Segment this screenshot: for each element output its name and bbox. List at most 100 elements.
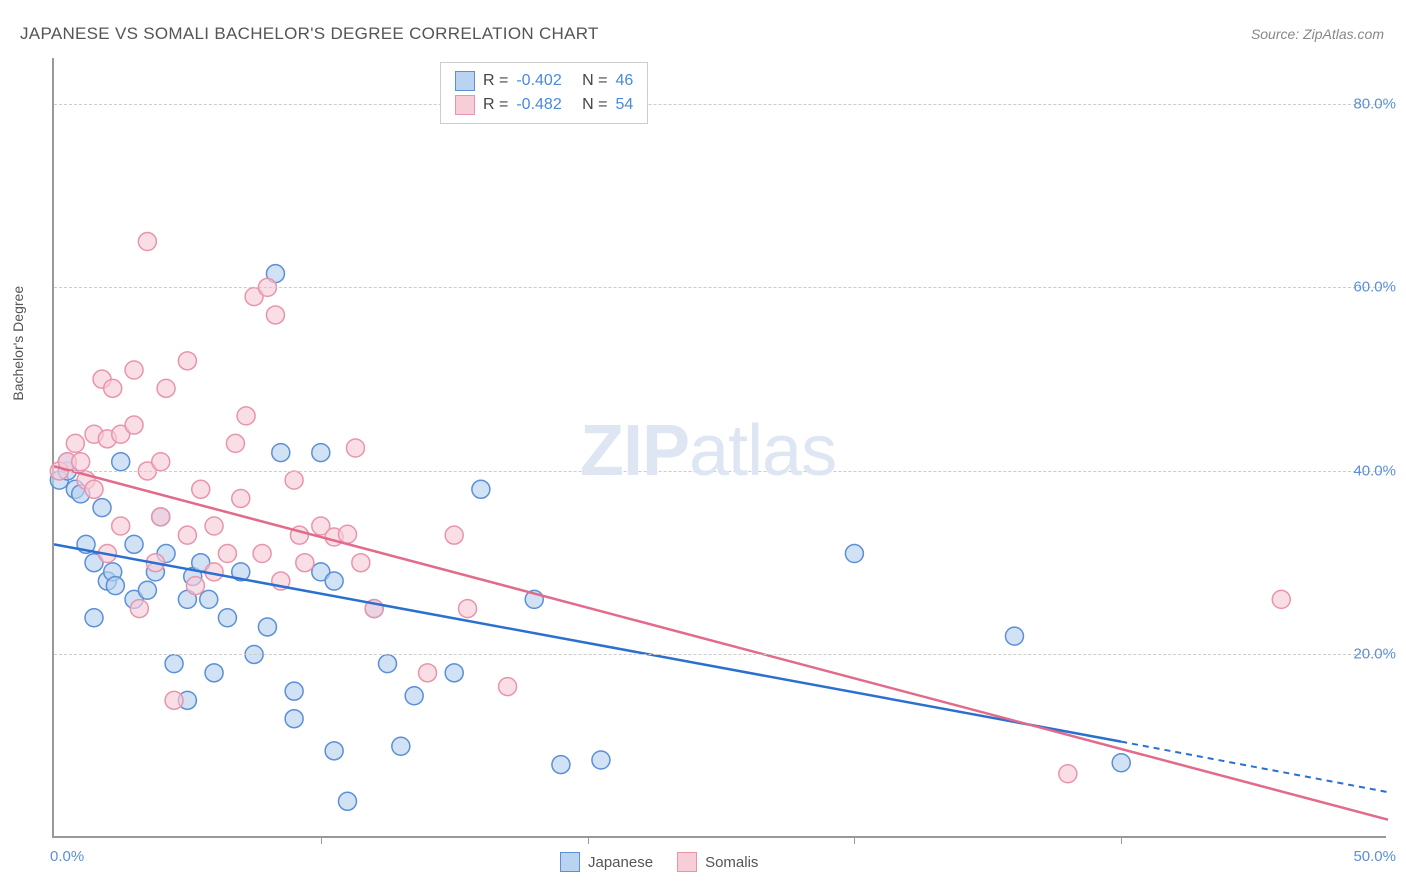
data-point [138, 581, 156, 599]
chart-title: JAPANESE VS SOMALI BACHELOR'S DEGREE COR… [20, 24, 599, 44]
stats-row-japanese: R = -0.402 N = 46 [455, 69, 633, 93]
r-label: R = [483, 72, 508, 90]
stats-legend-box: R = -0.402 N = 46 R = -0.482 N = 54 [440, 62, 648, 124]
data-point [232, 489, 250, 507]
data-point [157, 379, 175, 397]
data-point [112, 517, 130, 535]
data-point [379, 655, 397, 673]
legend-label-somalis: Somalis [705, 854, 758, 871]
chart-svg [54, 58, 1386, 836]
data-point [285, 682, 303, 700]
data-point [152, 508, 170, 526]
data-point [392, 737, 410, 755]
data-point [165, 691, 183, 709]
data-point [138, 233, 156, 251]
data-point [130, 600, 148, 618]
data-point [200, 590, 218, 608]
legend-swatch-somalis [677, 852, 697, 872]
data-point [125, 416, 143, 434]
data-point [325, 742, 343, 760]
data-point [85, 609, 103, 627]
data-point [1112, 754, 1130, 772]
r-value-japanese: -0.402 [516, 72, 561, 90]
data-point [472, 480, 490, 498]
legend-swatch-japanese [560, 852, 580, 872]
data-point [445, 664, 463, 682]
plot-area [52, 58, 1386, 838]
xtick-mark [854, 836, 855, 844]
data-point [186, 577, 204, 595]
data-point [296, 554, 314, 572]
data-point [218, 545, 236, 563]
data-point [106, 577, 124, 595]
data-point [445, 526, 463, 544]
xtick-mark [321, 836, 322, 844]
data-point [125, 361, 143, 379]
data-point [178, 352, 196, 370]
data-point [419, 664, 437, 682]
data-point [552, 756, 570, 774]
data-point [346, 439, 364, 457]
gridline [54, 654, 1386, 655]
r-value-somalis: -0.482 [516, 96, 561, 114]
y-axis-label: Bachelor's Degree [10, 286, 26, 401]
legend-item-japanese: Japanese [560, 852, 653, 872]
data-point [405, 687, 423, 705]
xtick-mark [1121, 836, 1122, 844]
data-point [125, 535, 143, 553]
gridline [54, 287, 1386, 288]
data-point [112, 453, 130, 471]
xtick-mark [588, 836, 589, 844]
xtick-label-right: 50.0% [1353, 848, 1396, 865]
data-point [845, 545, 863, 563]
data-point [1005, 627, 1023, 645]
data-point [592, 751, 610, 769]
source-attribution: Source: ZipAtlas.com [1251, 26, 1384, 42]
data-point [285, 710, 303, 728]
trend-line [54, 544, 1121, 741]
gridline [54, 471, 1386, 472]
data-point [104, 379, 122, 397]
data-point [205, 517, 223, 535]
n-label: N = [582, 96, 607, 114]
ytick-label: 80.0% [1353, 95, 1396, 112]
data-point [1272, 590, 1290, 608]
data-point [237, 407, 255, 425]
data-point [178, 526, 196, 544]
n-value-somalis: 54 [616, 96, 634, 114]
data-point [192, 480, 210, 498]
data-point [285, 471, 303, 489]
data-point [152, 453, 170, 471]
data-point [205, 664, 223, 682]
r-label: R = [483, 96, 508, 114]
data-point [258, 618, 276, 636]
data-point [338, 525, 356, 543]
data-point [338, 792, 356, 810]
data-point [85, 480, 103, 498]
data-point [352, 554, 370, 572]
data-point [272, 444, 290, 462]
xtick-label-left: 0.0% [50, 848, 84, 865]
bottom-legend: Japanese Somalis [560, 852, 758, 872]
data-point [253, 545, 271, 563]
legend-label-japanese: Japanese [588, 854, 653, 871]
ytick-label: 40.0% [1353, 462, 1396, 479]
data-point [66, 434, 84, 452]
stats-row-somalis: R = -0.482 N = 54 [455, 93, 633, 117]
data-point [226, 434, 244, 452]
trend-line [54, 466, 1388, 819]
data-point [218, 609, 236, 627]
data-point [459, 600, 477, 618]
gridline [54, 104, 1386, 105]
n-label: N = [582, 72, 607, 90]
data-point [165, 655, 183, 673]
data-point [1059, 765, 1077, 783]
data-point [266, 306, 284, 324]
swatch-japanese [455, 71, 475, 91]
data-point [72, 453, 90, 471]
n-value-japanese: 46 [616, 72, 634, 90]
legend-item-somalis: Somalis [677, 852, 758, 872]
data-point [312, 444, 330, 462]
ytick-label: 60.0% [1353, 279, 1396, 296]
ytick-label: 20.0% [1353, 646, 1396, 663]
